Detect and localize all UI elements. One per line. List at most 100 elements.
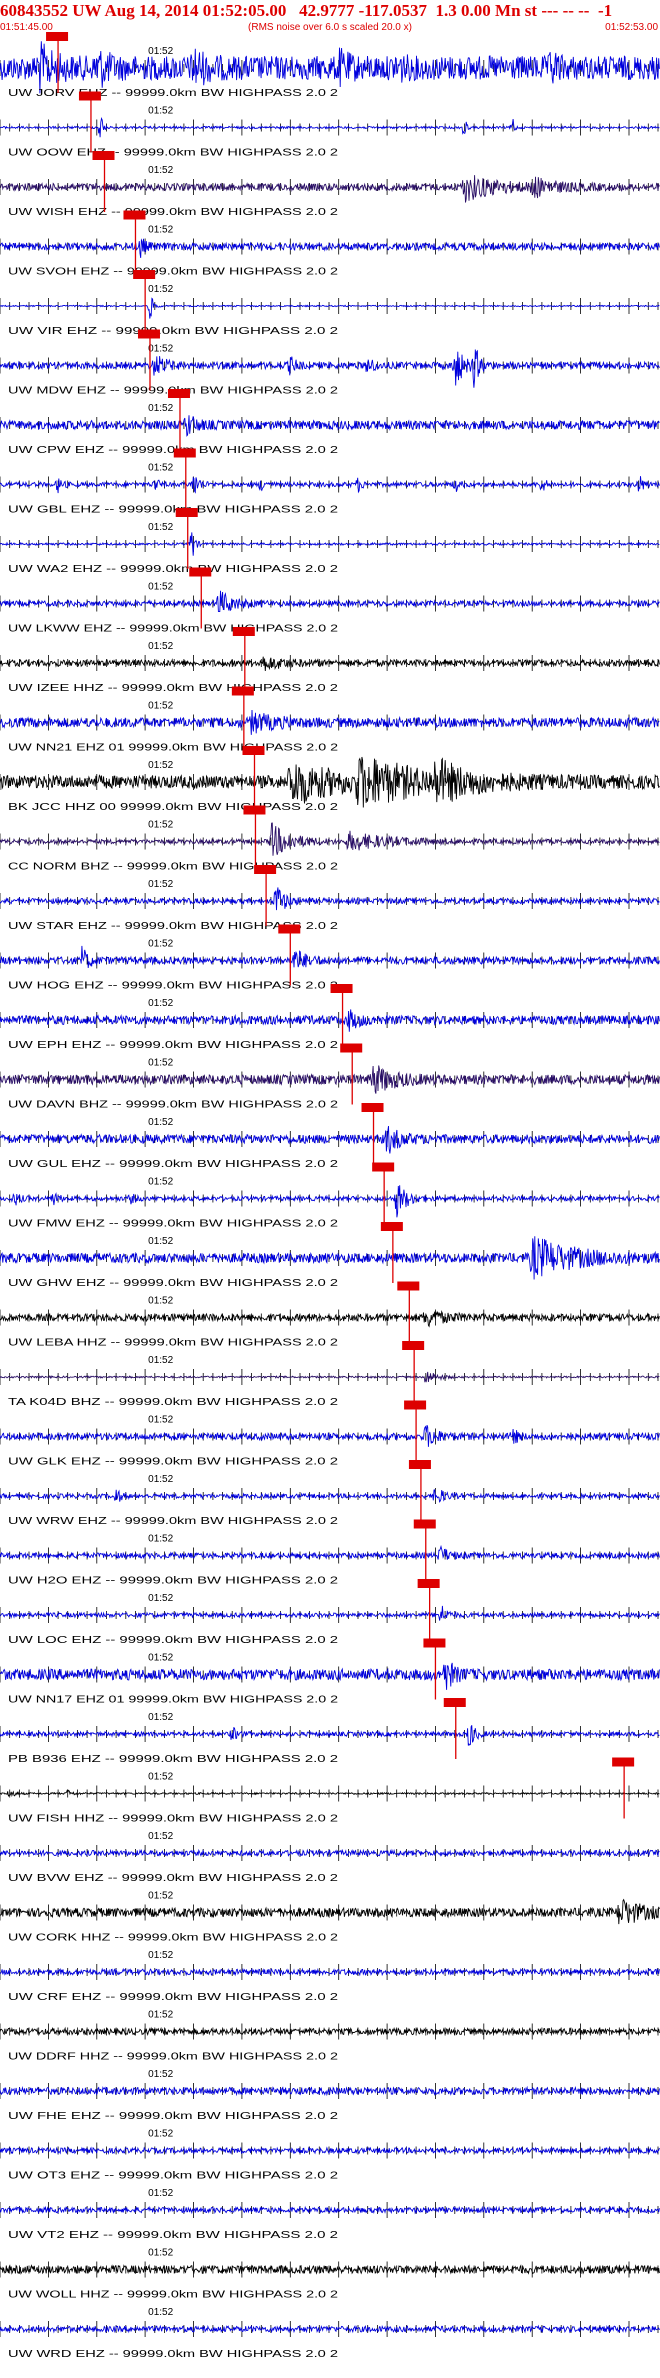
- station-label: UW H2O EHZ -- 99999.0km BW HIGHPASS 2.0 …: [8, 1575, 338, 1587]
- waveform: [0, 1967, 660, 1977]
- minute-marker-label: 01:52: [148, 463, 173, 474]
- station-label: UW DDRF HHZ -- 99999.0km BW HIGHPASS 2.0…: [8, 2051, 338, 2063]
- pick-flag: [167, 389, 190, 398]
- station-label: UW SVOH EHZ -- 99999.0km BW HIGHPASS 2.0…: [8, 266, 338, 278]
- waveform: [0, 1425, 660, 1447]
- minute-marker-label: 01:52: [148, 2129, 173, 2140]
- pick-flag: [232, 627, 255, 636]
- waveform: [0, 1544, 660, 1560]
- waveform: [0, 1125, 660, 1154]
- minute-marker-label: 01:52: [148, 998, 173, 1009]
- station-label: UW EPH EHZ -- 99999.0km BW HIGHPASS 2.0 …: [8, 1039, 338, 1051]
- minute-marker-label: 01:52: [148, 344, 173, 355]
- pick-flag: [254, 865, 277, 874]
- station-label: UW LKWW EHZ -- 99999.0km BW HIGHPASS 2.0…: [8, 623, 338, 635]
- waveform: [0, 349, 660, 388]
- waveform: [0, 415, 660, 437]
- pick-flag: [361, 1103, 384, 1112]
- station-label: UW LOC EHZ -- 99999.0km BW HIGHPASS 2.0 …: [8, 1634, 338, 1646]
- station-label: UW NN17 EHZ 01 99999.0km BW HIGHPASS 2.0…: [8, 1694, 338, 1706]
- pick-flag: [417, 1579, 440, 1588]
- minute-marker-label: 01:52: [148, 1831, 173, 1842]
- pick-flag: [46, 32, 69, 41]
- waveform: [0, 1309, 660, 1328]
- station-label: UW GHW EHZ -- 99999.0km BW HIGHPASS 2.0 …: [8, 1277, 338, 1289]
- waveform: [0, 297, 660, 319]
- station-label: UW FHE EHZ -- 99999.0km BW HIGHPASS 2.0 …: [8, 2110, 338, 2122]
- pick-flag: [612, 1757, 635, 1767]
- waveform: [0, 2146, 660, 2155]
- waveform: [0, 1725, 660, 1746]
- station-label: UW GUL EHZ -- 99999.0km BW HIGHPASS 2.0 …: [8, 1158, 338, 1170]
- waveform: [0, 656, 660, 672]
- minute-marker-label: 01:52: [148, 1058, 173, 1069]
- minute-marker-label: 01:52: [148, 582, 173, 593]
- station-label: TA K04D BHZ -- 99999.0km BW HIGHPASS 2.0…: [8, 1396, 338, 1408]
- pick-flag: [372, 1162, 395, 1172]
- scaling-note: (RMS noise over 6.0 s scaled 20.0 x): [248, 22, 412, 33]
- station-label: UW CORK HHZ -- 99999.0km BW HIGHPASS 2.0…: [8, 1932, 338, 1944]
- pick-flag: [133, 270, 156, 279]
- waveform: [0, 1065, 660, 1094]
- pick-flag: [408, 1460, 431, 1469]
- pick-flag: [175, 508, 198, 517]
- station-label: UW CRF EHZ -- 99999.0km BW HIGHPASS 2.0 …: [8, 1991, 338, 2003]
- station-label: UW WRW EHZ -- 99999.0km BW HIGHPASS 2.0 …: [8, 1515, 338, 1527]
- minute-marker-label: 01:52: [148, 820, 173, 831]
- waveform: [0, 1898, 660, 1925]
- station-label: UW OT3 EHZ -- 99999.0km BW HIGHPASS 2.0 …: [8, 2170, 338, 2182]
- station-label: UW VT2 EHZ -- 99999.0km BW HIGHPASS 2.0 …: [8, 2229, 338, 2241]
- waveform: [0, 41, 660, 94]
- station-label: UW HOG EHZ -- 99999.0km BW HIGHPASS 2.0 …: [8, 980, 338, 992]
- station-label: UW WRD EHZ -- 99999.0km BW HIGHPASS 2.0 …: [8, 2348, 338, 2360]
- time-ticks: [0, 1964, 659, 1980]
- station-label: UW NN21 EHZ 01 99999.0km BW HIGHPASS 2.0…: [8, 742, 338, 754]
- waveform: [0, 887, 660, 911]
- minute-marker-label: 01:52: [148, 939, 173, 950]
- minute-marker-label: 01:52: [148, 1772, 173, 1783]
- pick-flag: [92, 151, 115, 160]
- waveform: [0, 1789, 660, 1798]
- waveform: [0, 532, 660, 556]
- waveform: [0, 1371, 660, 1383]
- station-label: UW STAR EHZ -- 99999.0km BW HIGHPASS 2.0…: [8, 920, 338, 932]
- waveform: [0, 1662, 660, 1690]
- minute-marker-label: 01:52: [148, 1415, 173, 1426]
- station-label: UW GLK EHZ -- 99999.0km BW HIGHPASS 2.0 …: [8, 1456, 338, 1468]
- minute-marker-label: 01:52: [148, 165, 173, 176]
- station-label: UW FMW EHZ -- 99999.0km BW HIGHPASS 2.0 …: [8, 1218, 338, 1230]
- pick-flag: [243, 805, 266, 815]
- pick-flag: [413, 1519, 436, 1529]
- minute-marker-label: 01:52: [148, 2010, 173, 2021]
- minute-marker-label: 01:52: [148, 2248, 173, 2259]
- waveform: [0, 2085, 660, 2097]
- pick-flag: [423, 1638, 446, 1648]
- waveform: [0, 238, 660, 258]
- minute-marker-label: 01:52: [148, 522, 173, 533]
- minute-marker-label: 01:52: [148, 1474, 173, 1485]
- waveform: [0, 822, 660, 856]
- station-label: CC NORM BHZ -- 99999.0km BW HIGHPASS 2.0…: [8, 861, 338, 873]
- pick-flag: [137, 329, 160, 339]
- waveform: [0, 175, 660, 203]
- pick-flag: [78, 91, 101, 101]
- minute-marker-label: 01:52: [148, 284, 173, 295]
- minute-marker-label: 01:52: [148, 1177, 173, 1188]
- station-label: UW BVW EHZ -- 99999.0km BW HIGHPASS 2.0 …: [8, 1872, 338, 1884]
- pick-flag: [340, 1043, 363, 1053]
- station-label: UW GBL EHZ -- 99999.0km BW HIGHPASS 2.0 …: [8, 504, 338, 516]
- minute-marker-label: 01:52: [148, 2307, 173, 2318]
- station-label: UW OOW EHZ -- 99999.0km BW HIGHPASS 2.0 …: [8, 147, 338, 159]
- pick-flag: [278, 924, 301, 934]
- waveform: [0, 1236, 660, 1280]
- waveform: [0, 1489, 660, 1503]
- minute-marker-label: 01:52: [148, 2069, 173, 2080]
- station-label: UW LEBA HHZ -- 99999.0km BW HIGHPASS 2.0…: [8, 1337, 338, 1349]
- waveform: [0, 2324, 660, 2334]
- station-label: UW VIR EHZ -- 99999.0km BW HIGHPASS 2.0 …: [8, 325, 338, 337]
- station-label: PB B936 EHZ -- 99999.0km BW HIGHPASS 2.0…: [8, 1753, 338, 1765]
- station-label: UW CPW EHZ -- 99999.0km BW HIGHPASS 2.0 …: [8, 444, 338, 456]
- station-label: UW WA2 EHZ -- 99999.0km BW HIGHPASS 2.0 …: [8, 563, 338, 575]
- minute-marker-label: 01:52: [148, 403, 173, 414]
